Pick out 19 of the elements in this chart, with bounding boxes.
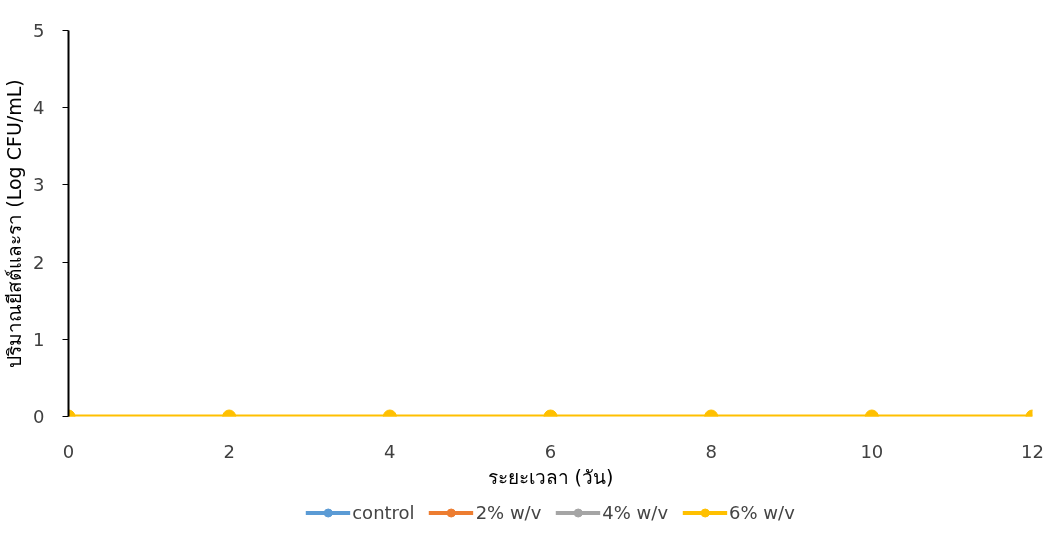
x-tick-label: 8 bbox=[705, 440, 717, 462]
x-axis-title: ระยะเวลา (วัน) bbox=[487, 465, 614, 488]
y-tick-label: 1 bbox=[33, 328, 45, 350]
x-tick-label: 4 bbox=[384, 440, 396, 462]
x-tick-label: 6 bbox=[544, 440, 557, 462]
legend-label: 2% w/v bbox=[475, 501, 542, 523]
y-tick-label: 4 bbox=[33, 97, 45, 119]
x-tick-label: 12 bbox=[1021, 440, 1044, 462]
y-tick-label: 2 bbox=[33, 251, 45, 273]
legend-label: 6% w/v bbox=[729, 501, 795, 523]
legend-label: control bbox=[352, 501, 415, 523]
y-axis-title: ปริมาณยีสต์และรา (Log CFU/mL) bbox=[3, 79, 26, 368]
y-tick-label: 3 bbox=[33, 174, 45, 196]
legend-label: 4% w/v bbox=[602, 501, 669, 523]
x-tick-label: 0 bbox=[62, 440, 75, 462]
x-tick-label: 10 bbox=[860, 440, 884, 462]
y-tick-label: 5 bbox=[33, 20, 45, 41]
x-tick-label: 2 bbox=[223, 440, 235, 462]
y-tick-label: 0 bbox=[33, 406, 45, 427]
